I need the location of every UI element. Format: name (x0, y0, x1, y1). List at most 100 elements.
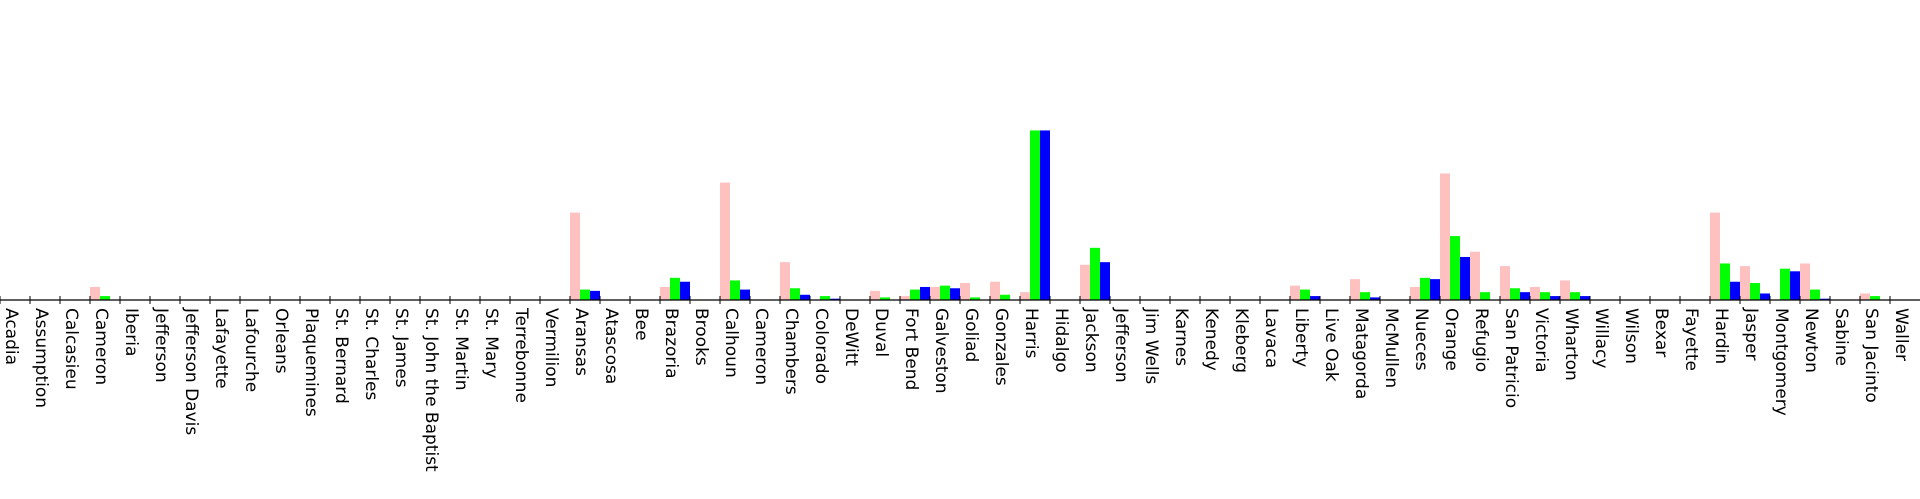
bar-galveston-s2 (940, 285, 950, 300)
bar-jasper-s3 (1760, 293, 1770, 300)
x-tick-label: McMullen (1381, 308, 1401, 388)
x-tick-label: Bexar (1651, 308, 1671, 357)
bar-orange-s2 (1450, 236, 1460, 300)
x-tick-label: Vermilion (541, 308, 561, 387)
bar-colorado-s2 (820, 296, 830, 300)
x-tick-label: Fort Bend (901, 308, 921, 390)
x-tick-label: Brazoria (661, 308, 681, 379)
bar-matagorda-s2 (1360, 292, 1370, 300)
x-tick-label: Assumption (31, 308, 51, 408)
x-tick-label: Fayette (1681, 308, 1701, 371)
bar-harris-s3 (1040, 130, 1050, 300)
x-tick-label: Montgomery (1771, 308, 1791, 416)
bar-jackson-s2 (1090, 247, 1100, 300)
x-tick-label: Terrebonne (511, 307, 531, 403)
x-tick-label: Calcasieu (61, 308, 81, 390)
bar-jackson-s1 (1080, 264, 1090, 300)
x-tick-label: Atascosa (601, 308, 621, 384)
bar-nueces-s3 (1430, 279, 1440, 300)
bar-nueces-s2 (1420, 277, 1430, 300)
x-tick-label: Colorado (811, 308, 831, 384)
x-tick-label: Jefferson Davis (181, 307, 201, 435)
bar-hardin-s3 (1730, 281, 1740, 300)
bar-galveston-s3 (950, 288, 960, 300)
bar-cameron-s2 (100, 296, 110, 300)
bar-fort-bend-s2 (910, 289, 920, 300)
x-tick-label: Jasper (1741, 307, 1761, 361)
x-tick-label: DeWitt (841, 308, 861, 366)
bar-chambers-s1 (780, 262, 790, 300)
bar-victoria-s3 (1550, 296, 1560, 300)
bar-refugio-s2 (1480, 292, 1490, 300)
bar-gonzales-s1 (990, 281, 1000, 300)
bar-newton-s3 (1820, 298, 1830, 300)
bar-chambers-s2 (790, 288, 800, 300)
bar-liberty-s3 (1310, 296, 1320, 300)
bar-victoria-s1 (1530, 286, 1540, 300)
bar-harris-s2 (1030, 130, 1040, 300)
bar-brazoria-s2 (670, 277, 680, 300)
x-tick-label: Hardin (1711, 308, 1731, 364)
x-tick-label: Sabine (1831, 308, 1851, 366)
bar-duval-s1 (870, 290, 880, 300)
x-tick-label: Aransas (571, 308, 591, 376)
x-tick-labels-group: Acadia Assumption Calcasieu Cameron Iberia Je… (1, 307, 1911, 472)
x-tick-label: Jefferson (1111, 307, 1131, 383)
x-tick-label: Kleberg (1231, 308, 1251, 373)
x-tick-label: Plaquemines (301, 308, 321, 417)
x-tick-label: St. Martin (451, 308, 471, 391)
bar-wharton-s3 (1580, 296, 1590, 300)
x-tick-label: St. Charles (361, 308, 381, 400)
bars-group (90, 130, 1880, 300)
x-tick-label: St. John the Baptist (421, 308, 441, 472)
bar-wharton-s1 (1560, 280, 1570, 300)
bar-hardin-s2 (1720, 263, 1730, 300)
x-tick-label: Acadia (1, 308, 21, 365)
bar-liberty-s1 (1290, 285, 1300, 300)
bar-liberty-s2 (1300, 289, 1310, 300)
bar-newton-s2 (1810, 289, 1820, 300)
bar-wharton-s2 (1570, 292, 1580, 300)
x-tick-label: Lafourche (241, 308, 261, 392)
x-tick-label: Chambers (781, 308, 801, 395)
x-tick-label: Wharton (1561, 308, 1581, 381)
bar-aransas-s3 (590, 290, 600, 300)
bar-calhoun-s1 (720, 182, 730, 300)
x-tick-label: Calhoun (721, 308, 741, 378)
bar-victoria-s2 (1540, 292, 1550, 300)
bar-calhoun-s3 (740, 289, 750, 300)
x-tick-label: Newton (1801, 308, 1821, 373)
x-tick-label: Goliad (961, 308, 981, 362)
bar-san-patricio-s1 (1500, 266, 1510, 300)
x-tick-label: San Patricio (1501, 308, 1521, 408)
bar-chambers-s3 (800, 294, 810, 300)
x-tick-label: Iberia (121, 308, 141, 356)
bar-san-jacinto-s1 (1860, 293, 1870, 300)
bar-goliad-s1 (960, 283, 970, 300)
x-tick-label: Refugio (1471, 308, 1491, 372)
x-tick-label: Jefferson (151, 307, 171, 383)
bar-aransas-s1 (570, 212, 580, 300)
bar-fort-bend-s3 (920, 286, 930, 300)
bar-matagorda-s1 (1350, 279, 1360, 300)
bar-goliad-s2 (970, 297, 980, 300)
bar-jasper-s2 (1750, 283, 1760, 300)
bar-brazoria-s1 (660, 286, 670, 300)
bar-brazoria-s3 (680, 281, 690, 300)
bar-matagorda-s3 (1370, 297, 1380, 300)
x-tick-label: Karnes (1171, 308, 1191, 366)
bar-calhoun-s2 (730, 280, 740, 300)
x-tick-label: Duval (871, 308, 891, 357)
x-tick-label: Victoria (1531, 308, 1551, 373)
x-tick-label: Orleans (271, 308, 291, 374)
x-tick-label: Harris (1021, 308, 1041, 359)
x-tick-label: Wilson (1621, 308, 1641, 364)
bar-hardin-s1 (1710, 212, 1720, 300)
x-tick-label: St. Mary (481, 308, 501, 378)
bar-jackson-s3 (1100, 262, 1110, 300)
x-tick-label: Jackson (1081, 307, 1101, 373)
x-tick-label: Live Oak (1321, 308, 1341, 382)
bar-gonzales-s2 (1000, 294, 1010, 300)
x-tick-label: Lavaca (1261, 308, 1281, 368)
